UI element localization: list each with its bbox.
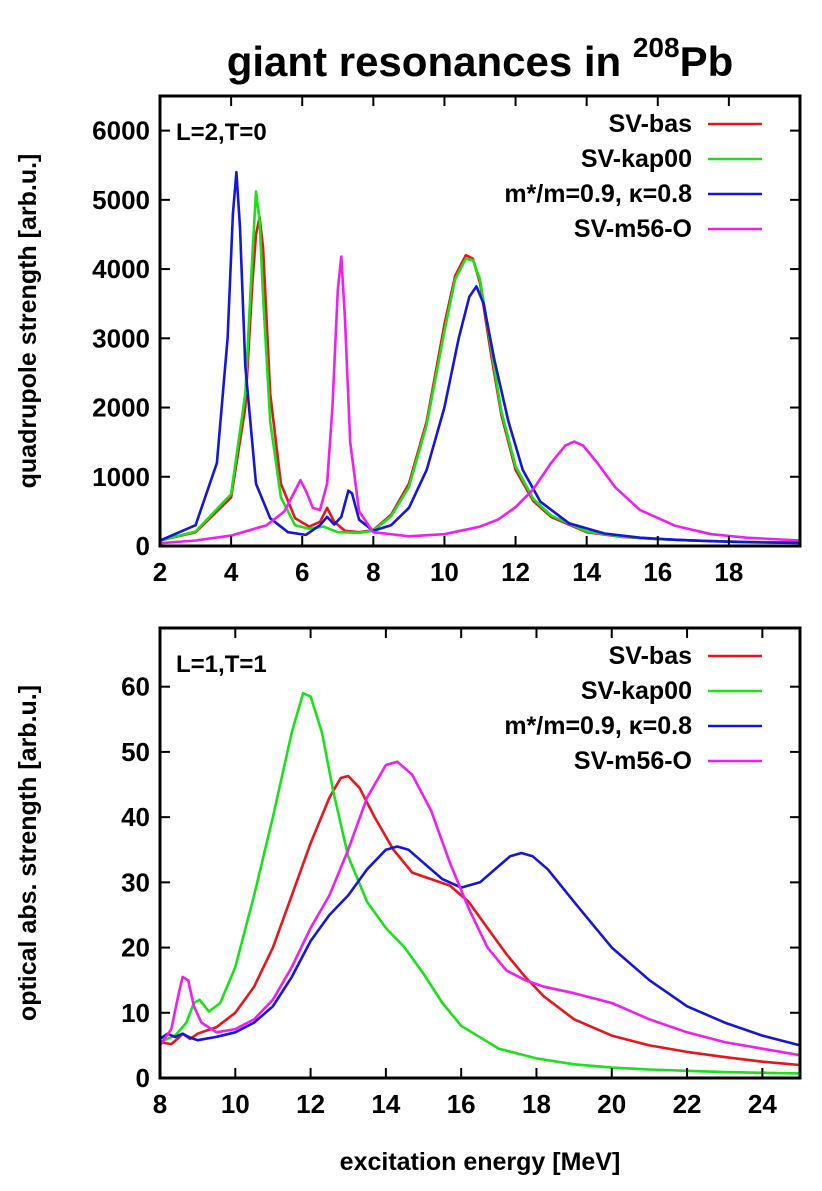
- series-line-2: [160, 845, 800, 1047]
- y-tick-label: 6000: [92, 116, 150, 146]
- chart-title-prefix: giant resonances in: [227, 38, 633, 85]
- y-tick-label: 2000: [92, 393, 150, 423]
- series-line-0: [160, 215, 800, 544]
- series-line-3: [160, 255, 800, 545]
- legend-label: SV-kap00: [581, 145, 692, 173]
- x-tick-label: 14: [371, 1089, 400, 1119]
- plot-area: [160, 170, 800, 545]
- y-tick-label: 60: [121, 672, 150, 702]
- legend-label: SV-bas: [609, 642, 692, 670]
- plot-area: [160, 691, 800, 1075]
- plot-frame: [158, 626, 802, 1080]
- chart-title-superscript: 208: [633, 32, 680, 63]
- x-axis-label: excitation energy [MeV]: [340, 1148, 621, 1176]
- legend: SV-bas SV-kap00 m*/m=0.9, κ=0.8 SV-m56-O: [504, 642, 762, 775]
- y-tick-label: 1000: [92, 462, 150, 492]
- y-tick-label: 3000: [92, 323, 150, 353]
- x-tick-label: 18: [522, 1089, 551, 1119]
- x-tick-label: 16: [447, 1089, 476, 1119]
- series-line-3: [160, 760, 800, 1057]
- y-tick-label: 40: [121, 802, 150, 832]
- y-tick-label: 50: [121, 737, 150, 767]
- chart-title: giant resonances in 208Pb: [227, 32, 734, 85]
- legend-label: SV-bas: [609, 110, 692, 138]
- x-tick-label: 24: [748, 1089, 777, 1119]
- y-tick-label: 20: [121, 933, 150, 963]
- y-tick-label: 4000: [92, 254, 150, 284]
- quadrupole-panel: 2 4 6 8 10 12 14 16 18 0 1000 2000 3000 4000 5000 6000 q…: [14, 94, 802, 587]
- legend-label: SV-m56-O: [574, 747, 692, 775]
- y-axis-label: optical abs. strength [arb.u.]: [14, 685, 42, 1021]
- dipole-panel: 8 10 12 14 16 18 20 22 24 0 10 20 30 40 50 60 optical ab…: [14, 626, 802, 1119]
- series-line-0: [160, 774, 800, 1067]
- series-line-2: [160, 170, 800, 545]
- legend-label: SV-m56-O: [574, 215, 692, 243]
- x-tick-label: 2: [153, 557, 167, 587]
- plot-frame: [158, 94, 802, 548]
- x-tick-label: 6: [295, 557, 309, 587]
- y-tick-label: 0: [136, 531, 150, 561]
- x-tick-label: 8: [366, 557, 380, 587]
- y-tick-label: 0: [136, 1063, 150, 1093]
- panel-label: L=1,T=1: [176, 651, 267, 678]
- legend-label: m*/m=0.9, κ=0.8: [504, 180, 692, 208]
- x-tick-label: 12: [501, 557, 530, 587]
- y-axis-label: quadrupole strength [arb.u.]: [14, 154, 42, 489]
- x-tick-label: 10: [430, 557, 459, 587]
- x-tick-label: 10: [221, 1089, 250, 1119]
- series-line-1: [160, 190, 800, 544]
- x-tick-label: 8: [153, 1089, 167, 1119]
- x-tick-label: 18: [714, 557, 743, 587]
- x-tick-label: 20: [597, 1089, 626, 1119]
- legend-label: m*/m=0.9, κ=0.8: [504, 712, 692, 740]
- panel-label: L=2,T=0: [176, 119, 267, 146]
- x-tick-label: 22: [673, 1089, 702, 1119]
- y-tick-label: 10: [121, 998, 150, 1028]
- x-tick-label: 14: [572, 557, 601, 587]
- series-line-1: [160, 691, 800, 1075]
- legend-label: SV-kap00: [581, 677, 692, 705]
- x-tick-label: 4: [224, 557, 239, 587]
- y-tick-label: 30: [121, 867, 150, 897]
- legend: SV-bas SV-kap00 m*/m=0.9, κ=0.8 SV-m56-O: [504, 110, 762, 243]
- chart-title-suffix: Pb: [680, 38, 734, 85]
- x-tick-label: 12: [296, 1089, 325, 1119]
- x-tick-label: 16: [643, 557, 672, 587]
- y-tick-label: 5000: [92, 185, 150, 215]
